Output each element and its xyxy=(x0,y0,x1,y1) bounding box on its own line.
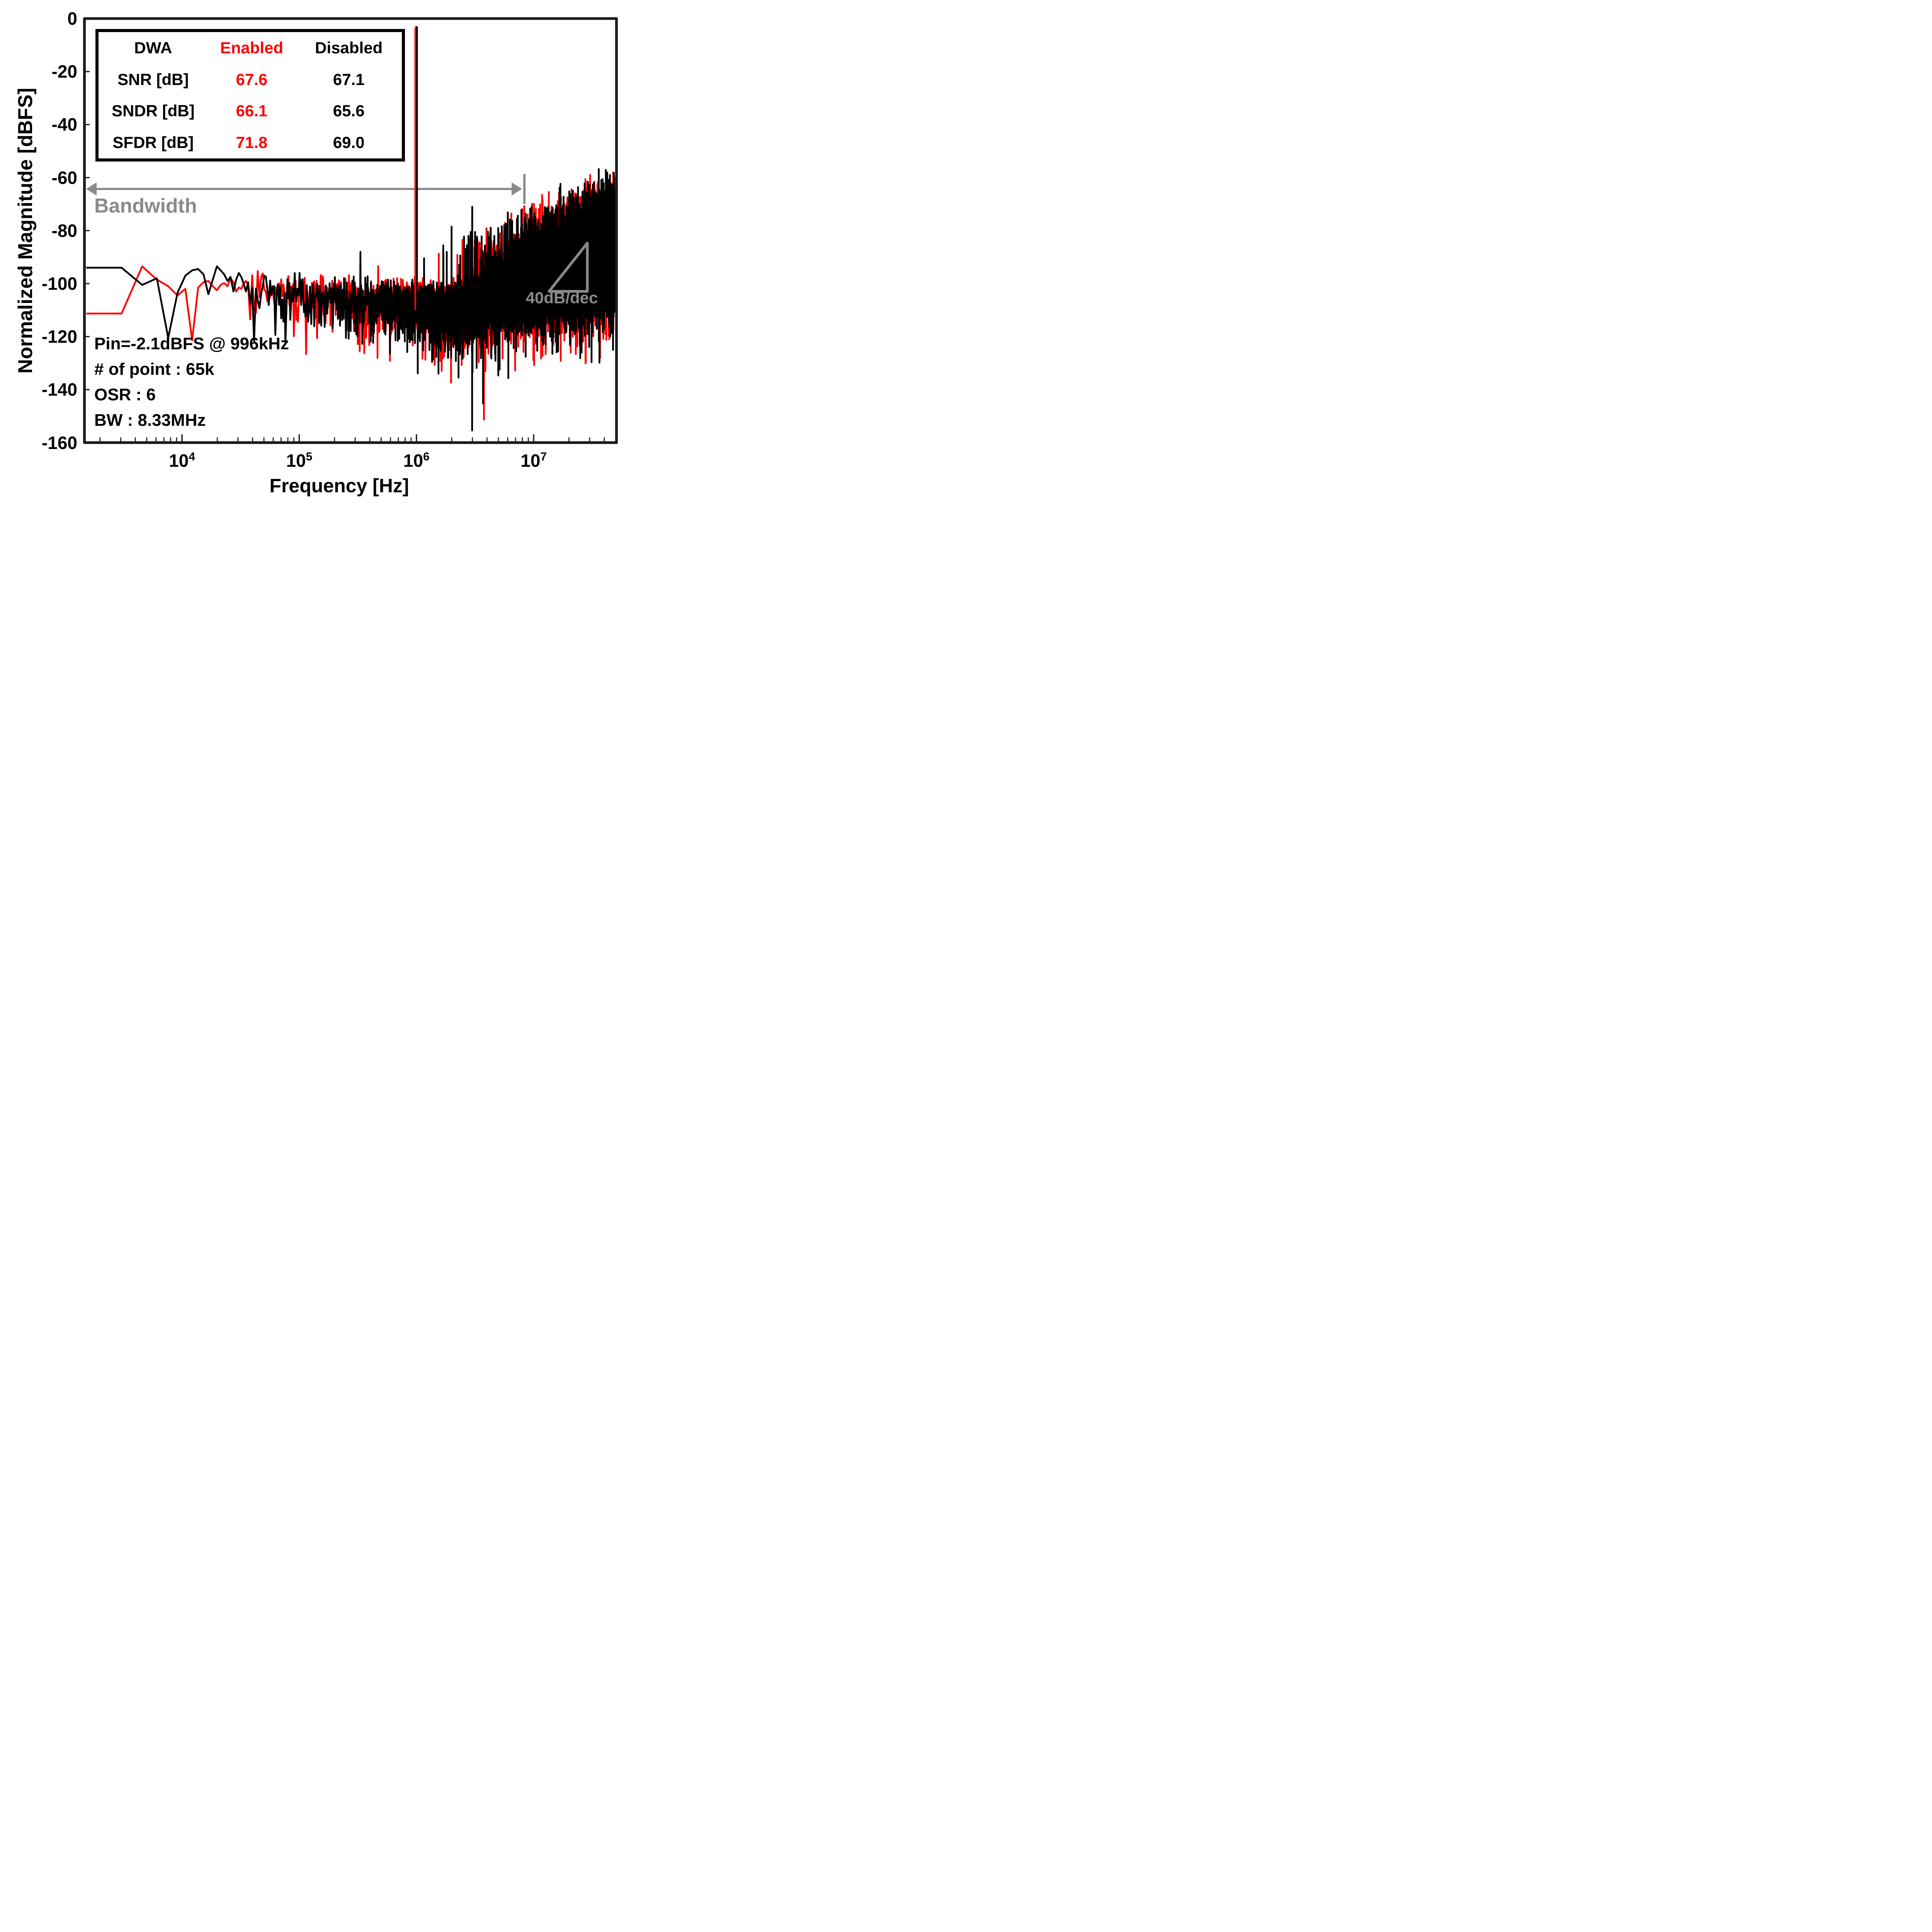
table-row-sfdr-disabled: 69.0 xyxy=(333,133,365,152)
slope-annotation-label: 40dB/dec xyxy=(526,289,598,307)
y-tick-label: -160 xyxy=(41,432,77,453)
table-row-snr-label: SNR [dB] xyxy=(117,70,189,88)
x-tick-label: 107 xyxy=(520,450,547,471)
table-header-enabled: Enabled xyxy=(220,38,284,57)
table-row-sfdr-enabled: 71.8 xyxy=(236,133,268,152)
annotation-osr: OSR : 6 xyxy=(94,385,156,404)
y-tick-label: -140 xyxy=(41,379,77,400)
y-tick-label: -40 xyxy=(51,114,77,135)
annotation-bw: BW : 8.33MHz xyxy=(94,411,206,430)
x-axis-label: Frequency [Hz] xyxy=(269,475,409,497)
table-row-sndr-label: SNDR [dB] xyxy=(111,102,195,120)
results-table: DWA Enabled Disabled SNR [dB] 67.6 67.1 … xyxy=(95,29,405,162)
bandwidth-annotation-label: Bandwidth xyxy=(94,195,197,217)
y-tick-label: 0 xyxy=(67,9,77,29)
y-tick-label: -100 xyxy=(41,273,77,294)
annotation-points: # of point : 65k xyxy=(94,360,214,379)
x-tick-label: 106 xyxy=(403,450,430,471)
x-tick-label: 105 xyxy=(286,450,313,471)
table-row-snr-enabled: 67.6 xyxy=(236,70,268,88)
table-row-sfdr-label: SFDR [dB] xyxy=(112,133,194,152)
y-tick-label: -120 xyxy=(41,327,77,347)
annotation-pin: Pin=-2.1dBFS @ 996kHz xyxy=(94,334,289,353)
table-row-snr-disabled: 67.1 xyxy=(333,70,365,88)
table-header-disabled: Disabled xyxy=(315,38,383,57)
y-tick-label: -60 xyxy=(51,167,77,188)
y-tick-label: -20 xyxy=(51,61,77,82)
x-tick-label: 104 xyxy=(169,450,195,471)
table-row-sndr-enabled: 66.1 xyxy=(236,102,268,120)
table-row-sndr-disabled: 65.6 xyxy=(333,102,365,120)
table-header-dwa: DWA xyxy=(134,38,172,57)
fft-spectrum-figure: Normalized Magnitude [dBFS] Frequency [H… xyxy=(0,0,618,510)
y-tick-label: -80 xyxy=(51,220,77,241)
measurement-annotations: Pin=-2.1dBFS @ 996kHz # of point : 65k O… xyxy=(94,331,289,433)
